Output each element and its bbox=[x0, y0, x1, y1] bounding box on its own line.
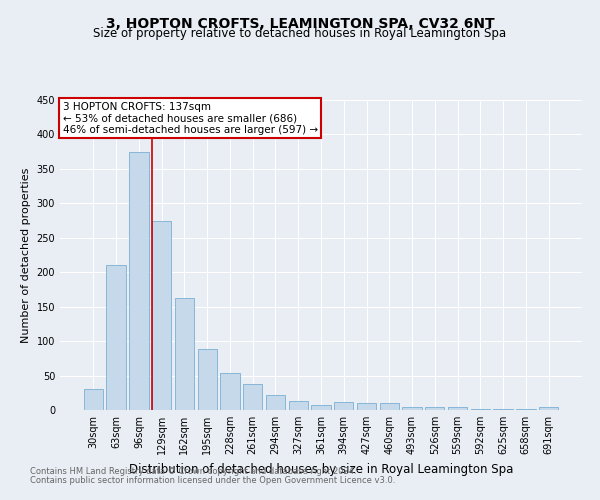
X-axis label: Distribution of detached houses by size in Royal Leamington Spa: Distribution of detached houses by size … bbox=[129, 462, 513, 475]
Text: 3, HOPTON CROFTS, LEAMINGTON SPA, CV32 6NT: 3, HOPTON CROFTS, LEAMINGTON SPA, CV32 6… bbox=[106, 18, 494, 32]
Bar bbox=[220, 374, 239, 410]
Bar bbox=[403, 406, 422, 410]
Bar bbox=[470, 408, 490, 410]
Bar bbox=[334, 402, 353, 410]
Bar bbox=[289, 401, 308, 410]
Text: Contains HM Land Registry data © Crown copyright and database right 2024.: Contains HM Land Registry data © Crown c… bbox=[30, 467, 356, 476]
Bar bbox=[425, 406, 445, 410]
Bar bbox=[106, 266, 126, 410]
Bar bbox=[243, 384, 262, 410]
Bar bbox=[197, 350, 217, 410]
Bar bbox=[311, 405, 331, 410]
Bar bbox=[448, 406, 467, 410]
Bar bbox=[493, 408, 513, 410]
Text: Size of property relative to detached houses in Royal Leamington Spa: Size of property relative to detached ho… bbox=[94, 28, 506, 40]
Bar bbox=[357, 403, 376, 410]
Bar bbox=[380, 403, 399, 410]
Bar bbox=[152, 220, 172, 410]
Bar bbox=[129, 152, 149, 410]
Bar bbox=[175, 298, 194, 410]
Bar bbox=[516, 408, 536, 410]
Y-axis label: Number of detached properties: Number of detached properties bbox=[21, 168, 31, 342]
Bar bbox=[539, 407, 558, 410]
Bar bbox=[84, 390, 103, 410]
Text: 3 HOPTON CROFTS: 137sqm
← 53% of detached houses are smaller (686)
46% of semi-d: 3 HOPTON CROFTS: 137sqm ← 53% of detache… bbox=[62, 102, 318, 134]
Bar bbox=[266, 395, 285, 410]
Text: Contains public sector information licensed under the Open Government Licence v3: Contains public sector information licen… bbox=[30, 476, 395, 485]
